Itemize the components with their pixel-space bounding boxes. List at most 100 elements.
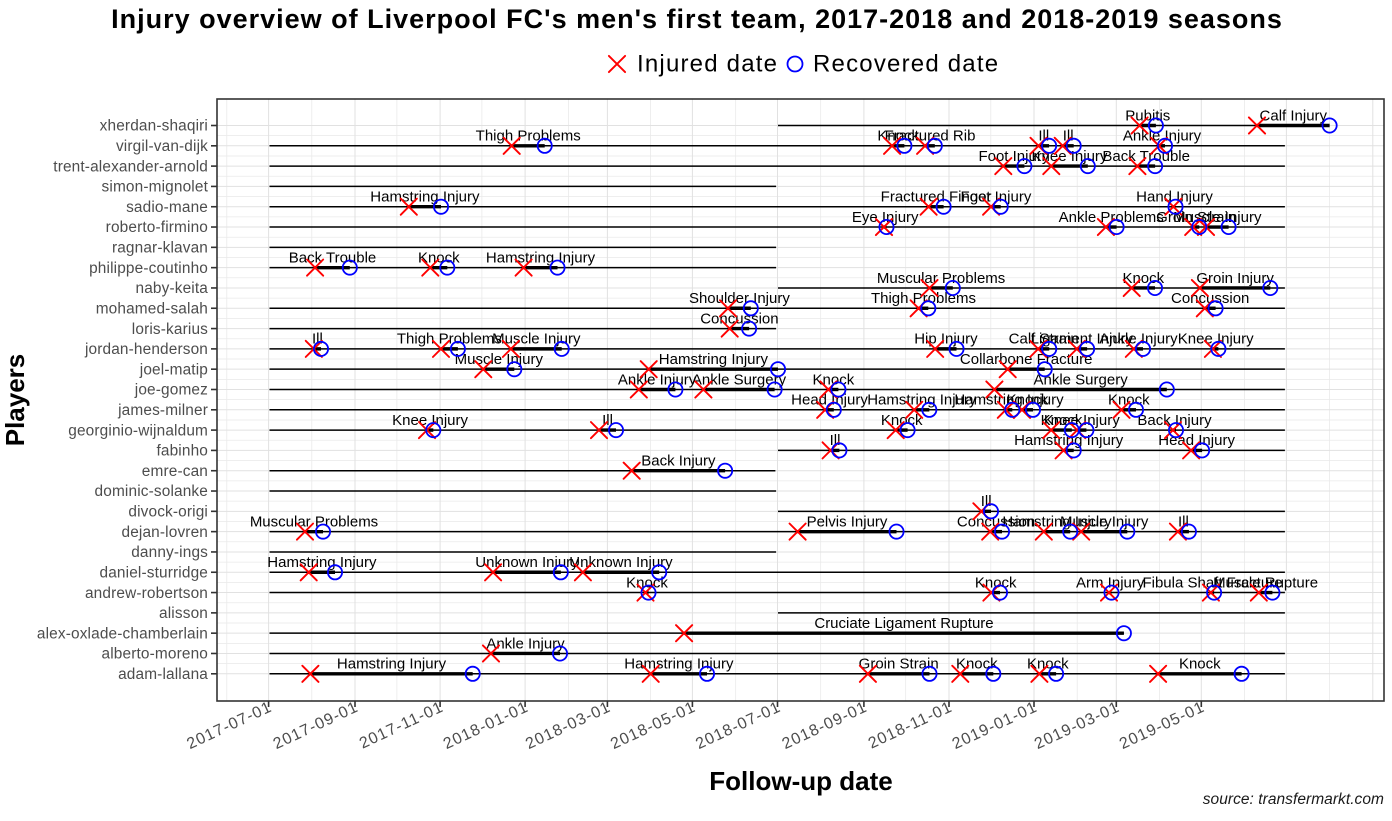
svg-text:dominic-solanke: dominic-solanke <box>95 483 208 500</box>
svg-text:mohamed-salah: mohamed-salah <box>96 300 208 317</box>
svg-text:alex-oxlade-chamberlain: alex-oxlade-chamberlain <box>37 625 208 642</box>
svg-text:Ankle Injury: Ankle Injury <box>618 371 697 388</box>
svg-text:Muscle Rupture: Muscle Rupture <box>1213 574 1318 591</box>
svg-text:georginio-wijnaldum: georginio-wijnaldum <box>68 422 208 439</box>
svg-text:alberto-moreno: alberto-moreno <box>102 646 208 663</box>
svg-text:Ill: Ill <box>981 493 992 510</box>
svg-text:jordan-henderson: jordan-henderson <box>84 341 208 358</box>
svg-text:Recovered date: Recovered date <box>813 51 999 78</box>
svg-text:Thigh Problems: Thigh Problems <box>476 128 581 145</box>
svg-text:Concussion: Concussion <box>700 310 778 327</box>
svg-text:Arm Injury: Arm Injury <box>1076 574 1145 591</box>
svg-text:Hamstring Injury: Hamstring Injury <box>624 656 734 673</box>
svg-text:joel-matip: joel-matip <box>139 361 208 378</box>
svg-text:Knock: Knock <box>418 249 460 266</box>
svg-text:Ligament Injury: Ligament Injury <box>1031 331 1134 348</box>
svg-text:Knee Injury: Knee Injury <box>392 412 468 429</box>
svg-text:Shoulder Injury: Shoulder Injury <box>689 290 790 307</box>
svg-text:Hamstring Injury: Hamstring Injury <box>1014 432 1124 449</box>
svg-text:Muscle Injury: Muscle Injury <box>455 351 544 368</box>
svg-text:Ill: Ill <box>1178 513 1189 530</box>
svg-text:Knock: Knock <box>813 371 855 388</box>
svg-text:trent-alexander-arnold: trent-alexander-arnold <box>53 158 208 175</box>
svg-text:Muscle Injury: Muscle Injury <box>1173 209 1262 226</box>
svg-text:Hand Injury: Hand Injury <box>1136 189 1213 206</box>
svg-text:Ankle Surgery: Ankle Surgery <box>692 371 787 388</box>
svg-text:Fractured Finger: Fractured Finger <box>881 189 992 206</box>
svg-text:simon-mignolet: simon-mignolet <box>102 179 209 196</box>
svg-text:james-milner: james-milner <box>117 402 208 419</box>
svg-text:Knee Injury: Knee Injury <box>1178 331 1254 348</box>
svg-text:virgil-van-dijk: virgil-van-dijk <box>116 138 208 155</box>
svg-text:source: transfermarkt.com: source: transfermarkt.com <box>1203 791 1384 808</box>
svg-text:Hamstring Injury: Hamstring Injury <box>370 189 480 206</box>
svg-text:Calf Strain: Calf Strain <box>1009 331 1079 348</box>
svg-text:Knock: Knock <box>1179 656 1221 673</box>
svg-text:Knock: Knock <box>626 574 668 591</box>
svg-text:Calf Injury: Calf Injury <box>1260 107 1328 124</box>
svg-text:Back Injury: Back Injury <box>1137 412 1212 429</box>
svg-text:loris-karius: loris-karius <box>132 321 208 338</box>
svg-text:Injury overview of Liverpool F: Injury overview of Liverpool FC's men's … <box>111 4 1283 34</box>
svg-text:Knee Injury: Knee Injury <box>1044 412 1120 429</box>
svg-text:divock-origi: divock-origi <box>128 504 208 521</box>
svg-text:daniel-sturridge: daniel-sturridge <box>100 564 208 581</box>
svg-text:Back Trouble: Back Trouble <box>289 249 377 266</box>
svg-text:Concussion: Concussion <box>957 513 1035 530</box>
svg-text:Injured date: Injured date <box>637 51 778 78</box>
svg-text:fabinho: fabinho <box>156 443 208 460</box>
svg-text:Ill: Ill <box>1038 128 1049 145</box>
svg-text:Groin Strain: Groin Strain <box>859 656 939 673</box>
svg-text:Ill: Ill <box>602 412 613 429</box>
svg-text:Concussion: Concussion <box>1171 290 1249 307</box>
svg-text:Knock: Knock <box>956 656 998 673</box>
svg-text:Follow-up date: Follow-up date <box>709 766 892 796</box>
svg-text:Back Trouble: Back Trouble <box>1102 148 1190 165</box>
svg-text:andrew-robertson: andrew-robertson <box>85 585 208 602</box>
svg-text:danny-ings: danny-ings <box>131 544 208 561</box>
svg-text:Ill: Ill <box>312 331 323 348</box>
svg-text:Foot Injury: Foot Injury <box>960 189 1031 206</box>
svg-text:joe-gomez: joe-gomez <box>134 382 208 399</box>
svg-text:Muscle Injury: Muscle Injury <box>1060 513 1149 530</box>
svg-text:Fractured Rib: Fractured Rib <box>885 128 976 145</box>
svg-text:Muscular Problems: Muscular Problems <box>877 270 1005 287</box>
svg-text:Collarbone Fracture: Collarbone Fracture <box>960 351 1093 368</box>
svg-text:adam-lallana: adam-lallana <box>118 666 208 683</box>
svg-text:Hamstring Injury: Hamstring Injury <box>659 351 769 368</box>
svg-text:Hip Injury: Hip Injury <box>914 331 978 348</box>
svg-text:philippe-coutinho: philippe-coutinho <box>89 260 208 277</box>
svg-text:Hamstring Injury: Hamstring Injury <box>337 656 447 673</box>
svg-text:Cruciate Ligament Rupture: Cruciate Ligament Rupture <box>814 615 993 632</box>
svg-text:ragnar-klavan: ragnar-klavan <box>112 240 208 257</box>
svg-text:Unknown Injury: Unknown Injury <box>569 554 673 571</box>
svg-text:Ankle Problems: Ankle Problems <box>1059 209 1164 226</box>
svg-text:Eye Injury: Eye Injury <box>852 209 919 226</box>
svg-text:Pelvis Injury: Pelvis Injury <box>807 513 888 530</box>
svg-text:Ill: Ill <box>830 432 841 449</box>
svg-text:Players: Players <box>0 354 30 447</box>
svg-text:Ankle Injury: Ankle Injury <box>1099 331 1178 348</box>
svg-text:Fibula Shaft Fracture: Fibula Shaft Fracture <box>1142 574 1282 591</box>
svg-text:Hamstring Injury: Hamstring Injury <box>267 554 377 571</box>
svg-text:alisson: alisson <box>159 605 208 622</box>
svg-text:Hamstring Injury: Hamstring Injury <box>486 249 596 266</box>
svg-text:Groin Injury: Groin Injury <box>1196 270 1274 287</box>
svg-text:Knock: Knock <box>1122 270 1164 287</box>
svg-text:Ankle Surgery: Ankle Surgery <box>1033 371 1128 388</box>
svg-text:xherdan-shaqiri: xherdan-shaqiri <box>100 118 208 135</box>
svg-text:Hamstring Injury: Hamstring Injury <box>1002 513 1112 530</box>
svg-text:Thigh Problems: Thigh Problems <box>397 331 502 348</box>
svg-text:Pubitis: Pubitis <box>1125 107 1170 124</box>
svg-text:Muscle Injury: Muscle Injury <box>492 331 581 348</box>
svg-text:dejan-lovren: dejan-lovren <box>121 524 208 541</box>
svg-text:Muscular Problems: Muscular Problems <box>250 513 378 530</box>
svg-text:Back Injury: Back Injury <box>641 453 716 470</box>
svg-text:sadio-mane: sadio-mane <box>126 199 208 216</box>
svg-text:Hamstring Injury: Hamstring Injury <box>867 392 977 409</box>
svg-text:emre-can: emre-can <box>142 463 208 480</box>
svg-text:Knock: Knock <box>1027 656 1069 673</box>
svg-text:Head Injury: Head Injury <box>791 392 868 409</box>
svg-text:naby-keita: naby-keita <box>135 280 208 297</box>
svg-text:roberto-firmino: roberto-firmino <box>106 219 208 236</box>
